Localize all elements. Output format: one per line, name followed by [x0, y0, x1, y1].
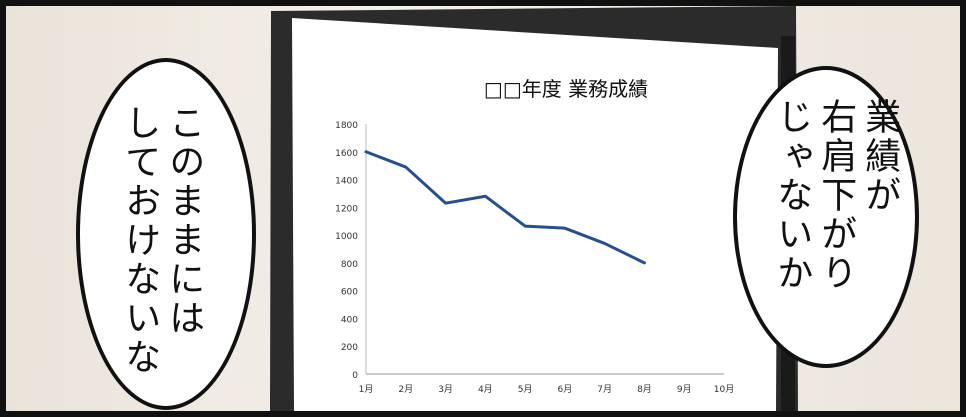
y-tick-label: 1200	[335, 204, 358, 214]
y-tick-label: 1400	[335, 177, 358, 187]
chart-title: □□年度 業務成績	[484, 77, 648, 101]
y-tick-label: 200	[341, 343, 358, 353]
x-tick-label: 5月	[518, 384, 533, 395]
x-tick-label: 6月	[558, 384, 573, 395]
right-speech-bubble	[733, 66, 919, 368]
screen-surface	[292, 18, 778, 411]
x-tick-label: 2月	[398, 384, 413, 395]
y-tick-label: 0	[352, 371, 358, 381]
x-tick-label: 10月	[714, 384, 734, 395]
left-bubble-line-2: しておけないな	[119, 104, 161, 377]
y-tick-label: 1000	[335, 232, 358, 242]
x-tick-label: 3月	[438, 384, 453, 395]
x-tick-label: 8月	[637, 384, 652, 395]
right-bubble-line-1: 業績が	[859, 98, 901, 215]
chart: □□年度 業務成績 0 200 400 600 800 1000 1200 1400 1600 18…	[335, 77, 734, 395]
y-tick-label: 600	[341, 288, 358, 298]
projector-screen: □□年度 業務成績 0 200 400 600 800 1000 1200 1400 1600 18…	[270, 6, 798, 411]
x-tick-label: 7月	[597, 384, 612, 395]
left-bubble-line-1: このままには	[163, 104, 205, 338]
y-tick-label: 800	[341, 260, 358, 270]
x-tick-label: 4月	[478, 384, 493, 395]
right-bubble-line-2: 右肩下がり	[815, 98, 857, 293]
y-tick-label: 1800	[335, 121, 358, 131]
right-bubble-line-3: じゃないか	[771, 98, 813, 293]
series-line	[364, 150, 646, 265]
x-tick-label: 1月	[359, 384, 374, 395]
x-tick-label: 9月	[677, 384, 692, 395]
y-tick-label: 400	[341, 315, 358, 325]
left-speech-bubble	[76, 58, 256, 410]
y-tick-label: 1600	[335, 149, 358, 159]
